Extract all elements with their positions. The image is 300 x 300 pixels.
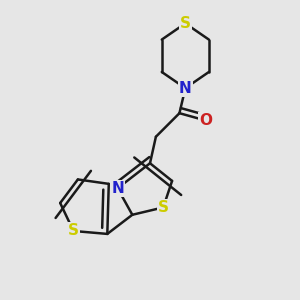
Text: O: O (200, 113, 212, 128)
Text: S: S (158, 200, 169, 215)
Text: N: N (111, 181, 124, 196)
Text: S: S (180, 16, 191, 31)
Text: S: S (68, 224, 79, 238)
Text: N: N (179, 81, 192, 96)
